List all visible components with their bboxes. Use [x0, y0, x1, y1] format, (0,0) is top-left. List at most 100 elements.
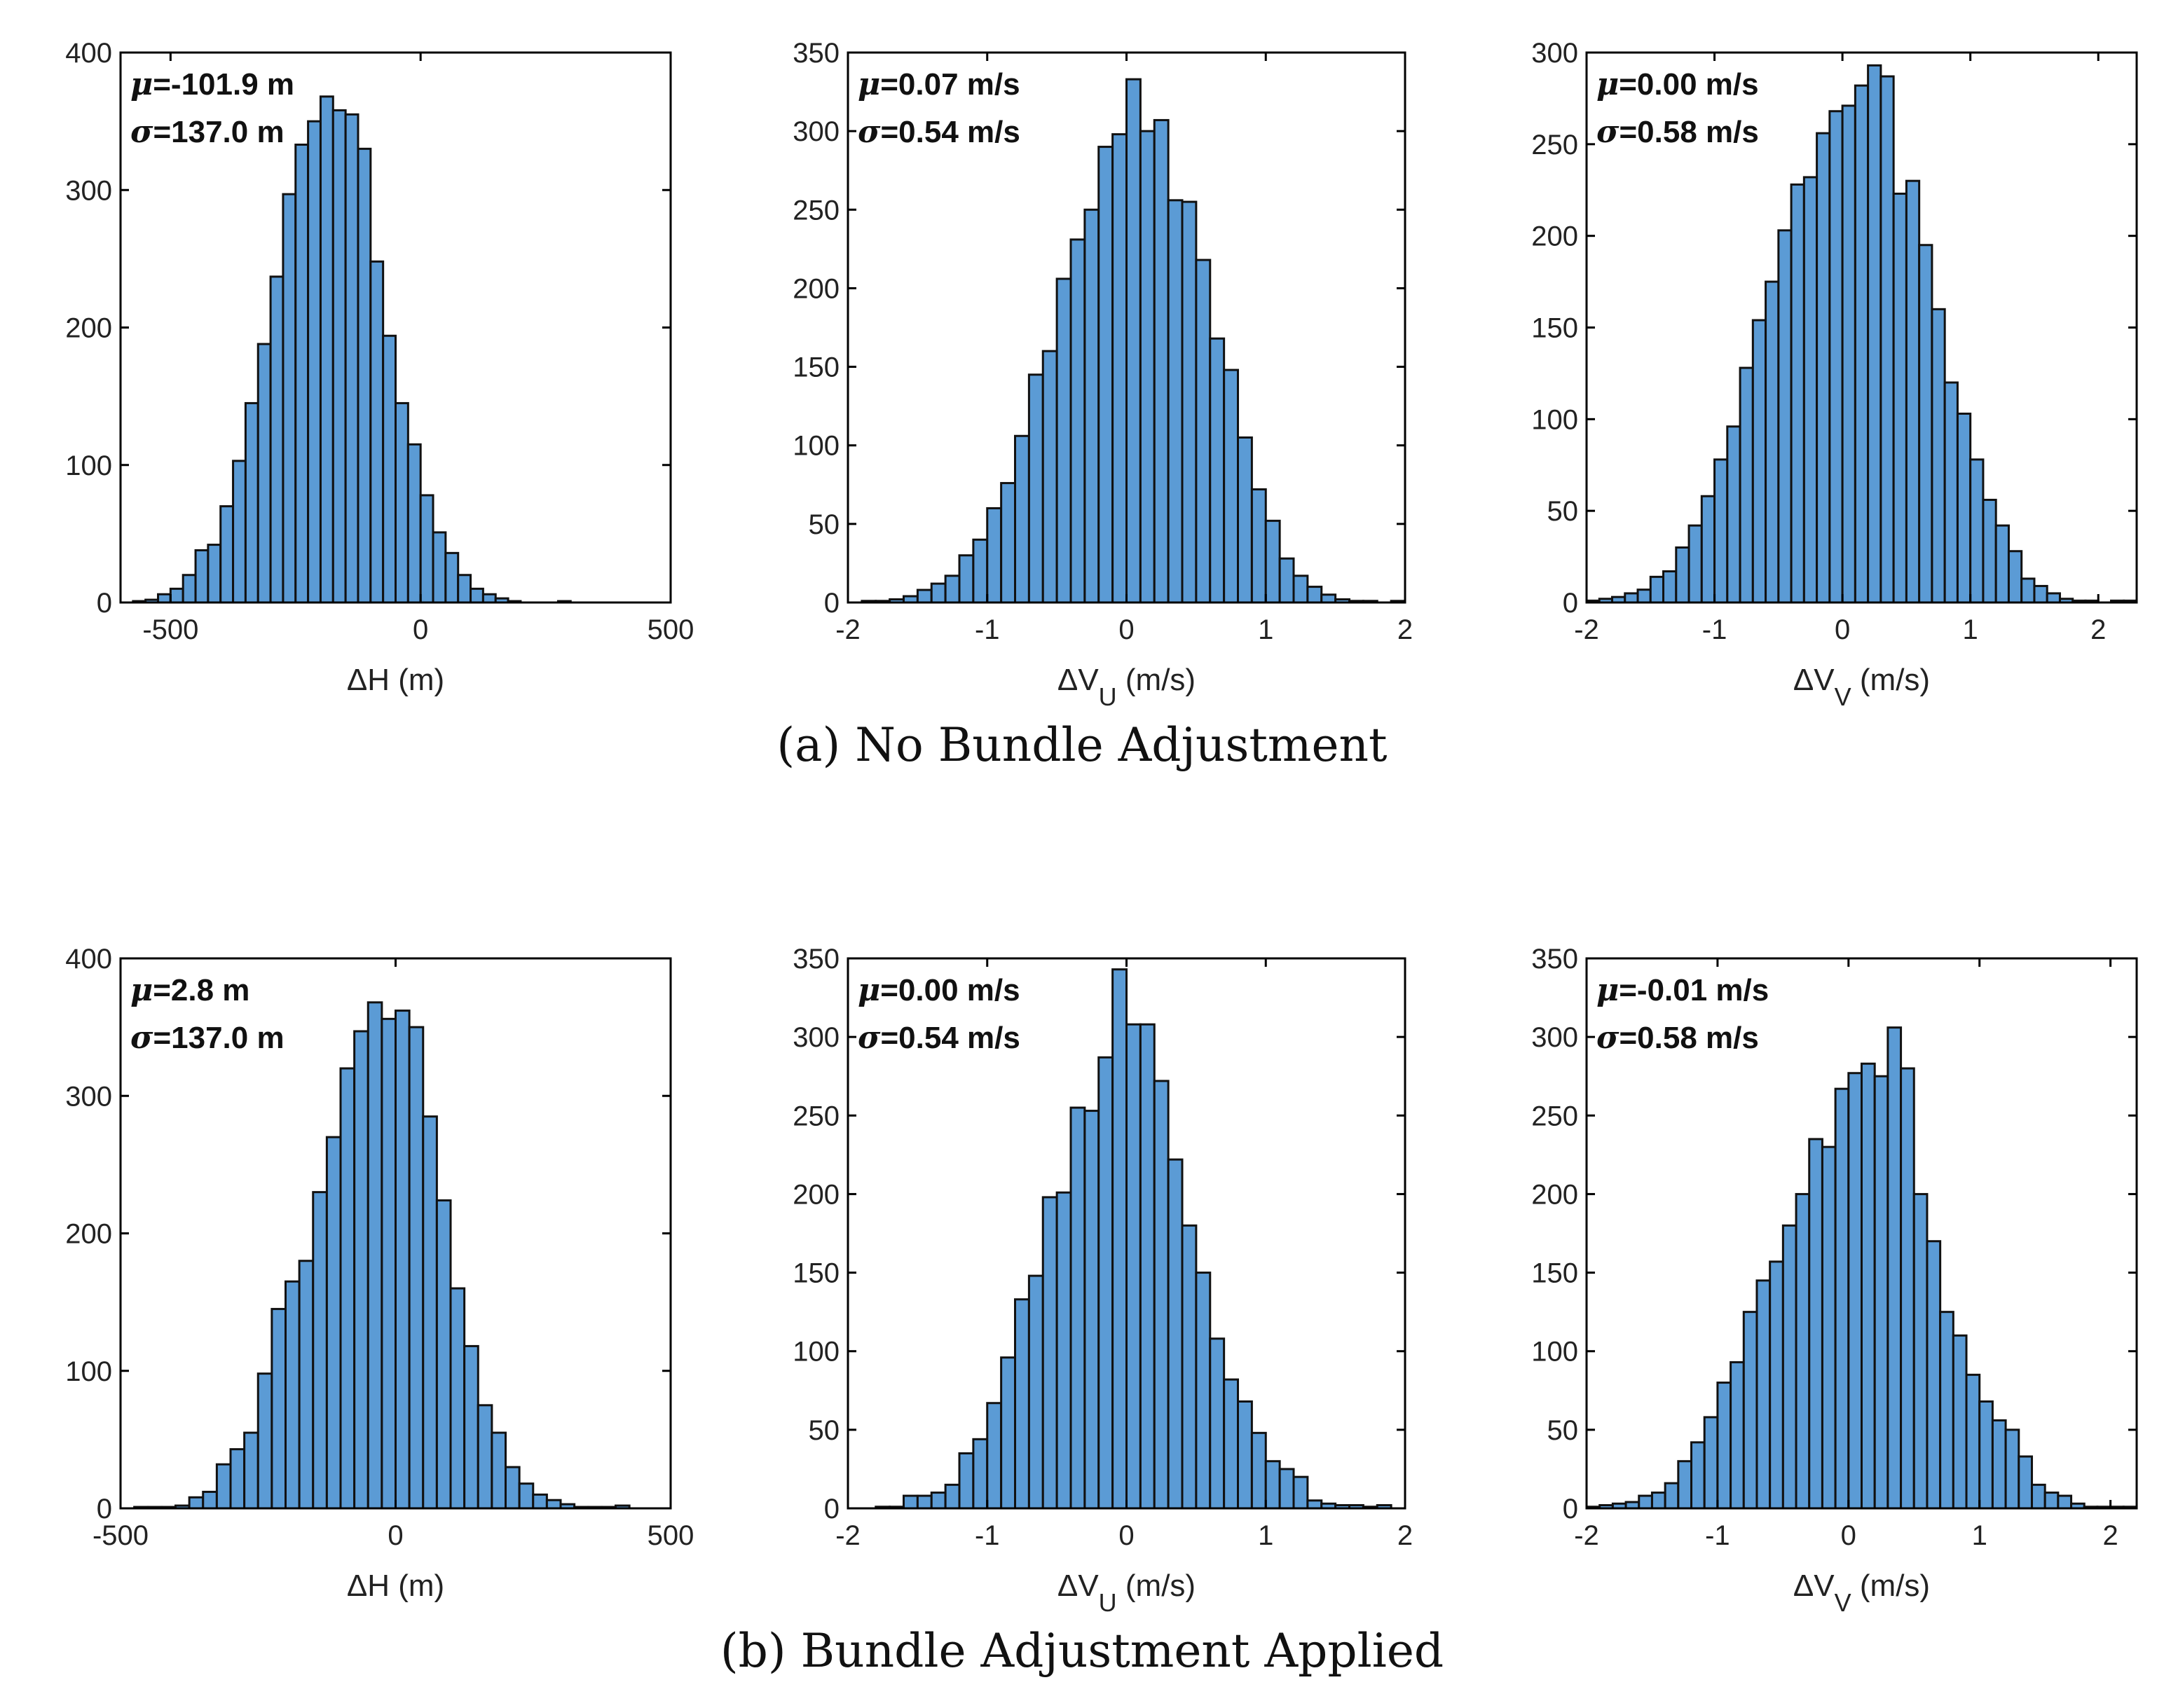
histogram-bar	[1097, 146, 1114, 604]
histogram-bar	[1223, 1378, 1240, 1510]
histogram-bar	[972, 538, 989, 604]
histogram-bar	[1795, 1192, 1811, 1510]
histogram-bar	[1250, 488, 1267, 604]
histogram-bar	[1027, 373, 1044, 604]
histogram-bar	[1912, 1192, 1929, 1510]
histogram-bar	[1083, 208, 1100, 604]
y-tick-label: 200	[65, 313, 112, 344]
histogram-bar	[1739, 366, 1754, 604]
histogram-bar	[1943, 381, 1959, 604]
histogram-bar	[256, 1372, 273, 1510]
histogram-bar	[1965, 1373, 1981, 1510]
histogram-bar	[1982, 498, 1997, 604]
std-annotation: σ=0.54 m/s	[858, 114, 1020, 150]
std-annotation: σ=0.58 m/s	[1596, 1020, 1759, 1056]
histogram-bar	[2043, 1492, 2060, 1510]
histogram-bar	[916, 588, 933, 604]
histogram-bar	[1223, 369, 1240, 604]
y-tick-label: 300	[793, 1022, 840, 1053]
histogram-bar	[232, 460, 247, 604]
y-tick-label: 150	[1531, 313, 1578, 344]
histogram-bar	[1139, 1023, 1156, 1510]
histogram-bar	[1926, 1240, 1942, 1510]
histogram-bar	[505, 1466, 521, 1510]
axes-box	[1585, 957, 2138, 1510]
y-tick-label: 250	[1531, 130, 1578, 160]
y-tick-label: 50	[1547, 1415, 1579, 1446]
histogram-bar	[1083, 1110, 1100, 1510]
histogram-bar	[207, 544, 222, 604]
histogram-bar	[382, 334, 397, 604]
x-tick-label: -1	[1702, 614, 1727, 645]
y-tick-label: 0	[97, 588, 112, 619]
histogram-bar	[545, 1499, 562, 1510]
histogram-bar	[1765, 280, 1780, 604]
mean-annotation: μ=-0.01 m/s	[1596, 972, 1769, 1008]
std-annotation: σ=137.0 m	[130, 1020, 285, 1056]
histogram-bar	[444, 551, 460, 604]
histogram-bar	[1250, 1431, 1267, 1510]
histogram-bar	[344, 113, 359, 604]
histogram-bar	[532, 1493, 548, 1510]
x-tick-label: 0	[1118, 1520, 1134, 1551]
y-tick-label: 100	[65, 450, 112, 481]
x-axis-label: ΔVV (m/s)	[1793, 1569, 1930, 1617]
histogram-bar	[1055, 277, 1072, 604]
x-axis-label: ΔVU (m/s)	[1057, 663, 1196, 711]
histogram-bar	[1700, 495, 1716, 604]
x-tick-label: -2	[835, 1520, 861, 1551]
histogram-bar	[1751, 319, 1767, 604]
histogram-bar	[1664, 1482, 1680, 1510]
y-tick-label: 50	[1547, 496, 1579, 527]
histogram-panel-b2: 0 50 100 150 200 250 300 350 -2 -1 0 1 2 ΔVU (m/s) μ=0…	[793, 944, 1413, 1617]
histogram-bar	[367, 1001, 383, 1510]
histogram-bar	[2046, 592, 2061, 604]
x-tick-label: 0	[1118, 614, 1134, 645]
histogram-bar	[916, 1494, 933, 1510]
x-tick-label: -1	[975, 614, 1000, 645]
x-tick-label: 2	[1397, 1520, 1413, 1551]
histogram-bar	[491, 1431, 507, 1510]
y-tick-label: 0	[824, 588, 840, 619]
histogram-bar	[408, 1026, 425, 1510]
mean-annotation: μ=-101.9 m	[130, 67, 294, 102]
x-tick-label: 500	[648, 614, 694, 645]
y-tick-label: 0	[824, 1494, 840, 1524]
histogram-bar	[958, 1452, 975, 1510]
histogram-bar	[1861, 1062, 1876, 1510]
x-tick-label: -500	[142, 614, 198, 645]
x-tick-label: -2	[1574, 1520, 1599, 1551]
histogram-bar	[1730, 1361, 1745, 1510]
histogram-bar	[269, 275, 285, 604]
histogram-bar	[1125, 78, 1142, 604]
histogram-bar	[1726, 425, 1741, 604]
histogram-bar	[339, 1067, 356, 1510]
x-axis-label: ΔH (m)	[347, 663, 444, 697]
histogram-bar	[2018, 1455, 2033, 1510]
histogram-bar	[930, 1492, 947, 1510]
x-tick-label: 1	[1258, 1520, 1273, 1551]
histogram-bar	[986, 507, 1003, 604]
y-tick-label: 100	[793, 431, 840, 462]
histogram-bar	[1900, 1067, 1915, 1510]
histogram-bar	[307, 120, 322, 604]
histogram-bar	[1097, 1056, 1114, 1510]
histogram-bar	[1014, 434, 1030, 604]
y-tick-label: 300	[1531, 1022, 1578, 1053]
histogram-bar	[1994, 524, 2010, 604]
y-tick-label: 150	[793, 1258, 840, 1289]
histogram-bar	[1167, 1158, 1184, 1510]
y-tick-label: 200	[793, 273, 840, 304]
histogram-bar	[2033, 584, 2048, 604]
histogram-bar	[1125, 1023, 1142, 1510]
histogram-bar	[1703, 1416, 1719, 1510]
x-tick-label: -2	[1574, 614, 1599, 645]
histogram-bar	[1000, 1356, 1017, 1510]
histogram-panel-a1: 0 100 200 300 400 -500 0 500 ΔH (m) μ=-101.9 m σ=1…	[65, 38, 694, 697]
histogram-bar	[463, 1344, 479, 1510]
y-tick-label: 300	[1531, 38, 1578, 69]
x-tick-label: 0	[413, 614, 428, 645]
y-tick-label: 100	[1531, 1337, 1578, 1368]
histogram-bar	[1662, 570, 1678, 604]
